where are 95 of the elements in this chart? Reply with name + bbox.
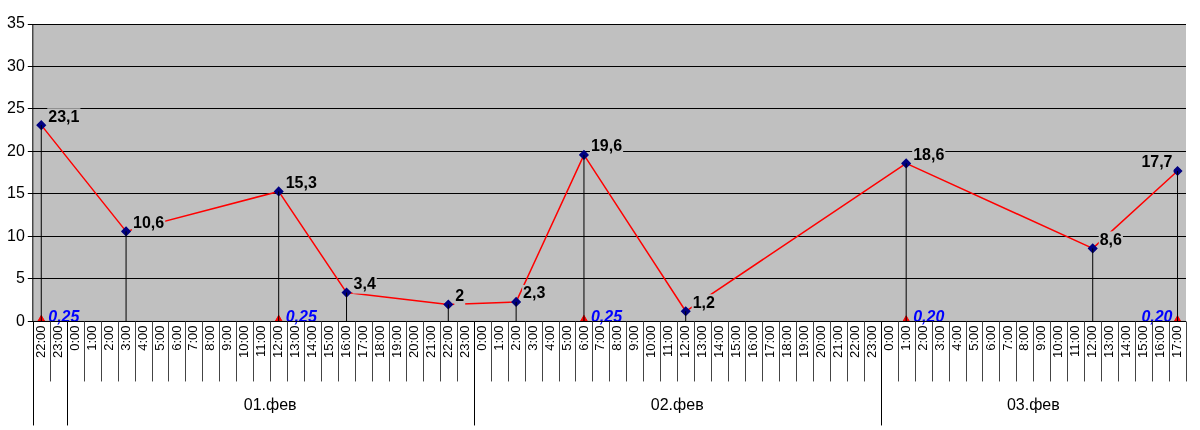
data-label: 23,1 [48,107,80,125]
x-tick-label: 15:00 [1135,325,1151,359]
x-tick-label: 9:00 [1033,325,1049,351]
x-tick-label: 11:00 [1067,325,1083,358]
data-label: 2 [455,286,465,304]
data-label: 0,20 [1141,308,1173,326]
x-tick-label: 16:00 [745,325,761,359]
x-tick-label: 0:00 [880,325,896,351]
x-tick-label: 3:00 [117,325,133,351]
x-tick-label: 15:00 [321,325,337,359]
x-tick-label: 8:00 [202,325,218,351]
x-tick-label: 1:00 [490,325,506,351]
data-label: 19,6 [590,137,623,155]
x-tick-label: 20:00 [812,325,828,359]
x-tick-label: 14:00 [711,325,727,359]
x-tick-label: 0:00 [473,325,489,351]
x-tick-label: 10:00 [643,325,659,359]
data-label: 10,6 [133,213,165,231]
x-tick-label: 6:00 [575,325,591,351]
x-tick-label: 12:00 [677,325,693,359]
x-tick-label: 21:00 [829,325,845,359]
x-tick-label: 9:00 [626,325,642,351]
x-tick-label: 1:00 [897,325,913,351]
x-tick-label: 16:00 [1152,325,1168,359]
x-tick-label: 1:00 [83,325,99,351]
x-tick-label: 22:00 [846,325,862,359]
x-tick-label: 2:00 [914,325,930,351]
data-label: 18,6 [913,145,945,163]
data-label: 0,20 [913,308,945,326]
x-tick-label: 6:00 [982,325,998,351]
x-tick-label: 5:00 [965,325,981,351]
x-tick-label: 21:00 [422,325,438,359]
y-tick-label: 15 [7,184,25,202]
x-tick-label: 7:00 [185,325,201,351]
x-tick-label: 20:00 [405,325,421,359]
data-label: 1,2 [692,293,716,311]
y-tick-label: 0 [15,311,25,329]
data-label: 8,6 [1099,230,1123,248]
data-label: 2,3 [523,284,546,302]
x-tick-label: 17:00 [1169,325,1185,359]
text: 02.фев [650,395,704,413]
x-tick-label: 14:00 [304,325,320,359]
x-tick-label: 17:00 [762,325,778,359]
x-tick-label: 5:00 [558,325,574,351]
y-tick-label: 5 [15,269,25,287]
x-tick-label: 15:00 [728,325,744,359]
x-tick-label: 8:00 [609,325,625,351]
text: 01.фев [243,395,297,413]
data-label: 0,25 [285,307,318,325]
x-tick-label: 11:00 [660,325,676,358]
data-label: 15,3 [285,173,317,191]
x-tick-label: 13:00 [1101,325,1117,359]
x-tick-label: 5:00 [151,325,167,351]
data-label: 17,7 [1141,153,1173,171]
text: 03.фев [1006,395,1060,413]
x-tick-label: 12:00 [1084,325,1100,359]
x-tick-label: 19:00 [388,325,404,359]
x-tick-label: 4:00 [134,325,150,351]
x-tick-label: 22:00 [32,325,48,359]
x-tick-label: 6:00 [168,325,184,351]
x-tick-label: 23:00 [49,325,65,359]
x-tick-label: 23:00 [863,325,879,359]
x-tick-label: 10:00 [1050,325,1066,359]
x-tick-label: 13:00 [287,325,303,359]
x-tick-label: 2:00 [100,325,116,351]
data-label: 0,25 [590,307,624,325]
x-tick-label: 18:00 [372,325,388,359]
x-tick-label: 7:00 [592,325,608,351]
y-tick-label: 30 [7,56,25,74]
x-tick-label: 0:00 [66,325,82,351]
x-tick-label: 3:00 [524,325,540,351]
x-tick-label: 2:00 [507,325,523,351]
x-tick-label: 18:00 [779,325,795,359]
x-tick-label: 23:00 [456,325,472,359]
x-tick-label: 3:00 [931,325,947,351]
x-tick-label: 10:00 [236,325,252,359]
y-tick-label: 20 [7,141,25,159]
y-tick-label: 10 [7,226,25,244]
x-tick-label: 7:00 [999,325,1015,351]
x-tick-label: 17:00 [355,325,371,359]
y-tick-label: 35 [7,14,25,32]
x-tick-label: 4:00 [541,325,557,351]
x-tick-label: 4:00 [948,325,964,351]
x-tick-label: 8:00 [1016,325,1032,351]
x-tick-label: 13:00 [694,325,710,359]
x-tick-label: 22:00 [439,325,455,359]
y-tick-label: 25 [7,99,25,117]
data-label: 0,25 [48,307,81,325]
x-tick-label: 9:00 [219,325,235,351]
data-label: 3,4 [353,274,376,292]
x-tick-label: 16:00 [338,325,354,359]
x-tick-label: 14:00 [1118,325,1134,359]
x-tick-label: 19:00 [796,325,811,359]
x-tick-label: 11:00 [253,325,269,358]
x-tick-label: 12:00 [270,325,286,359]
